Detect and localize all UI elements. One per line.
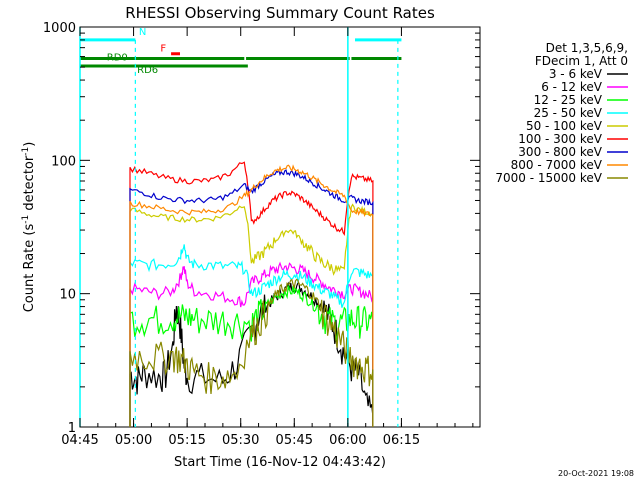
series-line-3 [129,285,374,427]
series-layer [129,161,374,427]
x-tick-label: 05:45 [276,433,313,448]
series-line-2 [129,261,374,427]
x-tick-label: 06:15 [383,433,420,448]
y-tick-label: 10 [59,288,76,303]
y-axis-label-main: Count Rate (s [22,224,37,313]
legend: Det 1,3,5,6,9, FDecim 1, Att 0 3 - 6 keV… [495,41,628,185]
plot-frame [79,26,481,428]
series-line-5 [129,203,374,427]
x-tick-label: 05:30 [222,433,259,448]
y-axis-label: Count Rate (s-1 detector-1) [21,142,37,313]
x-tick-label: 05:00 [115,433,152,448]
x-tick-label: 06:00 [329,433,366,448]
series-line-9 [129,278,374,427]
legend-label: 7000 - 15000 keV [495,171,602,185]
x-axis-label: Start Time (16-Nov-12 04:43:42) [174,455,386,470]
annotation-n: N [139,27,146,38]
y-tick-label: 100 [51,154,76,169]
legend-label: 25 - 50 keV [534,106,603,120]
annotation-rd0: RD0 [107,53,128,64]
legend-label: 300 - 800 keV [518,145,602,159]
series-line-1 [129,281,374,427]
legend-label: 3 - 6 keV [549,67,603,81]
chart-title: RHESSI Observing Summary Count Rates [125,4,435,22]
x-tick-label: 04:45 [61,433,98,448]
status-layer: N F RD0 RD6 [79,27,402,427]
y-axis-label-end: ) [22,142,37,147]
y-axis-label-sup1: -1 [21,215,31,224]
legend-header-1: Det 1,3,5,6,9, [546,41,628,55]
series-line-4 [129,244,374,427]
legend-label: 800 - 7000 keV [511,158,603,172]
series-line-7 [129,168,374,427]
legend-header-2: FDecim 1, Att 0 [535,54,628,68]
series-line-8 [129,164,374,427]
annotation-rd6: RD6 [137,65,158,76]
legend-label: 50 - 100 keV [526,119,603,133]
legend-label: 100 - 300 keV [518,132,602,146]
timestamp: 20-Oct-2021 19:08 [558,469,634,478]
y-axis-label-mid: detector [22,155,37,215]
y-tick-label: 1000 [43,21,76,36]
annotation-f: F [160,44,166,55]
x-tick-label: 05:15 [168,433,205,448]
legend-label: 6 - 12 keV [541,80,603,94]
plot-area [79,26,481,428]
axis-layer: 04:45 05:00 05:15 05:30 05:45 06:00 06:15 1 10 10… [43,21,480,448]
y-axis-label-sup2: -1 [21,147,31,156]
series-line-6 [129,161,374,427]
legend-label: 12 - 25 keV [534,93,603,107]
y-tick-label: 1 [68,421,76,436]
